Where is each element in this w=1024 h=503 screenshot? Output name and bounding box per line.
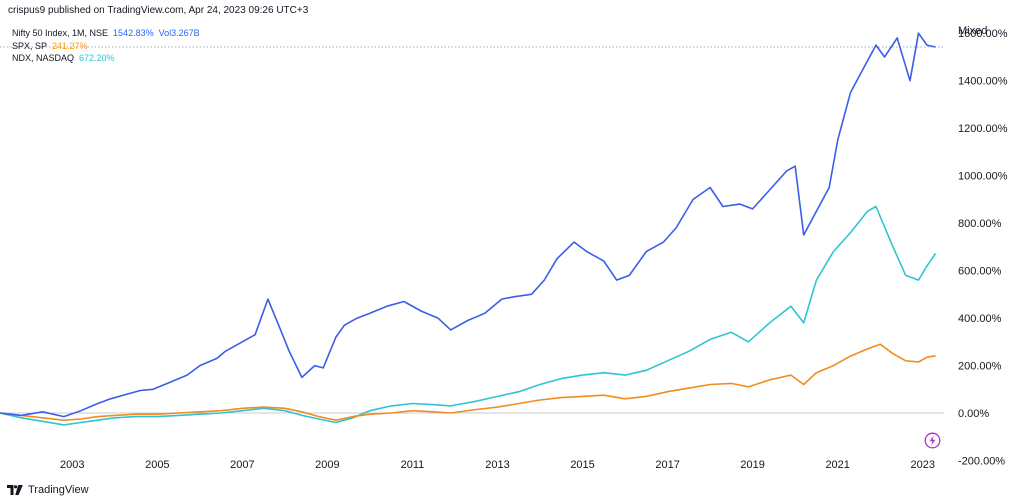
scale-mode-label[interactable]: Mixed	[958, 25, 988, 37]
legend-row-nifty[interactable]: Nifty 50 Index, 1M, NSE 1542.83% Vol3.267B	[12, 27, 200, 40]
y-tick-label: 1200.00%	[958, 123, 1008, 135]
tradingview-logo-icon	[7, 485, 23, 495]
x-tick-label: 2023	[910, 459, 934, 471]
x-tick-label: 2021	[825, 459, 849, 471]
x-tick-label: 2007	[230, 459, 254, 471]
y-tick-label: 1600.00%	[958, 28, 1008, 40]
series-line-spx	[0, 343, 936, 422]
y-tick-label: 200.00%	[958, 361, 1002, 373]
x-tick-label: 2011	[401, 459, 425, 471]
x-tick-label: 2005	[145, 459, 169, 471]
legend-volume-nifty: Vol3.267B	[158, 28, 200, 38]
publisher-caption: crispus9 published on TradingView.com, A…	[8, 5, 309, 16]
x-tick-label: 2019	[740, 459, 764, 471]
legend-row-spx[interactable]: SPX, SP 241.27%	[12, 40, 200, 53]
legend: Nifty 50 Index, 1M, NSE 1542.83% Vol3.267B…	[12, 27, 200, 65]
legend-row-ndx[interactable]: NDX, NASDAQ 672.20%	[12, 52, 200, 65]
y-tick-label: -200.00%	[958, 456, 1005, 468]
x-tick-label: 2003	[60, 459, 84, 471]
x-tick-label: 2013	[485, 459, 509, 471]
x-tick-label: 2017	[655, 459, 679, 471]
legend-value-nifty: 1542.83%	[113, 28, 154, 38]
y-tick-label: 1000.00%	[958, 171, 1008, 183]
x-tick-label: 2009	[315, 459, 339, 471]
footer-brand[interactable]: TradingView	[7, 484, 89, 496]
y-tick-label: 0.00%	[958, 408, 989, 420]
legend-name-ndx: NDX, NASDAQ	[12, 53, 75, 63]
y-tick-label: 400.00%	[958, 313, 1002, 325]
legend-value-spx: 241.27%	[52, 40, 88, 51]
legend-name-spx: SPX, SP	[12, 40, 48, 51]
legend-value-ndx: 672.20%	[79, 53, 115, 63]
legend-name-nifty: Nifty 50 Index, 1M, NSE	[12, 28, 109, 38]
y-tick-label: 600.00%	[958, 266, 1002, 278]
footer-brand-label: TradingView	[28, 484, 89, 496]
series-line-ndx	[0, 205, 937, 426]
series-line-nifty	[0, 32, 936, 418]
x-tick-label: 2015	[570, 459, 594, 471]
y-tick-label: 800.00%	[958, 218, 1002, 230]
y-tick-label: 1400.00%	[958, 76, 1008, 88]
lightning-bolt-icon[interactable]	[924, 432, 941, 449]
